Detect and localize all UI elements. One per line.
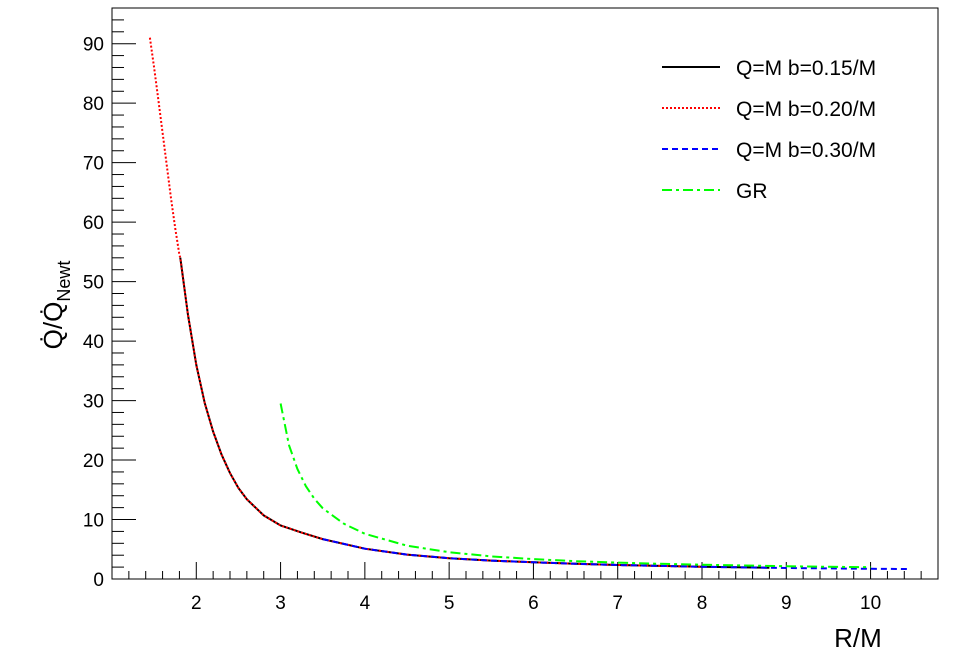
- legend-label-1: Q=M b=0.15/M: [736, 57, 876, 80]
- y-tick-label: 80: [83, 94, 104, 115]
- x-tick-label: 6: [528, 593, 539, 614]
- series-line-4: [279, 403, 871, 569]
- y-axis-title-main: Q̇/Q̇: [38, 302, 68, 350]
- x-tick-label: 2: [191, 593, 202, 614]
- y-tick-label: 90: [83, 35, 104, 56]
- x-tick-label: 9: [781, 593, 792, 614]
- axis-ticks: [111, 19, 939, 580]
- axis-tick-labels: 2 3 4 5 6 7 8 9 10 0 10 20 30 40 50 60 70 80 90: [83, 35, 881, 614]
- plot-frame: [111, 7, 939, 580]
- x-tick-label: 5: [444, 593, 455, 614]
- legend-label-4: GR: [736, 180, 768, 203]
- y-axis-title-subscript: Newt: [54, 261, 74, 302]
- legend: Q=M b=0.15/M Q=M b=0.20/M Q=M b=0.30/M GR: [662, 57, 876, 203]
- x-tick-label: 7: [612, 593, 623, 614]
- x-tick-label: 3: [275, 593, 286, 614]
- y-axis-title: Q̇/Q̇Newt: [38, 261, 74, 350]
- series-lines: [148, 37, 909, 570]
- series-line-1: [179, 257, 770, 569]
- y-tick-label: 40: [83, 332, 104, 353]
- legend-label-2: Q=M b=0.20/M: [736, 98, 876, 121]
- x-axis-title: R/M: [834, 623, 882, 653]
- y-tick-label: 50: [83, 273, 104, 294]
- y-axis-title-group: Q̇/Q̇Newt: [38, 261, 74, 350]
- y-tick-label: 60: [83, 213, 104, 234]
- series-line-3: [322, 538, 909, 570]
- y-tick-label: 20: [83, 451, 104, 472]
- x-tick-label: 8: [697, 593, 708, 614]
- legend-label-3: Q=M b=0.30/M: [736, 139, 876, 162]
- y-tick-label: 70: [83, 154, 104, 175]
- y-tick-label: 0: [93, 570, 104, 591]
- x-tick-label: 4: [360, 593, 371, 614]
- y-tick-label: 10: [83, 511, 104, 532]
- y-tick-label: 30: [83, 392, 104, 413]
- x-tick-label: 10: [860, 593, 881, 614]
- series-line-2: [148, 37, 703, 568]
